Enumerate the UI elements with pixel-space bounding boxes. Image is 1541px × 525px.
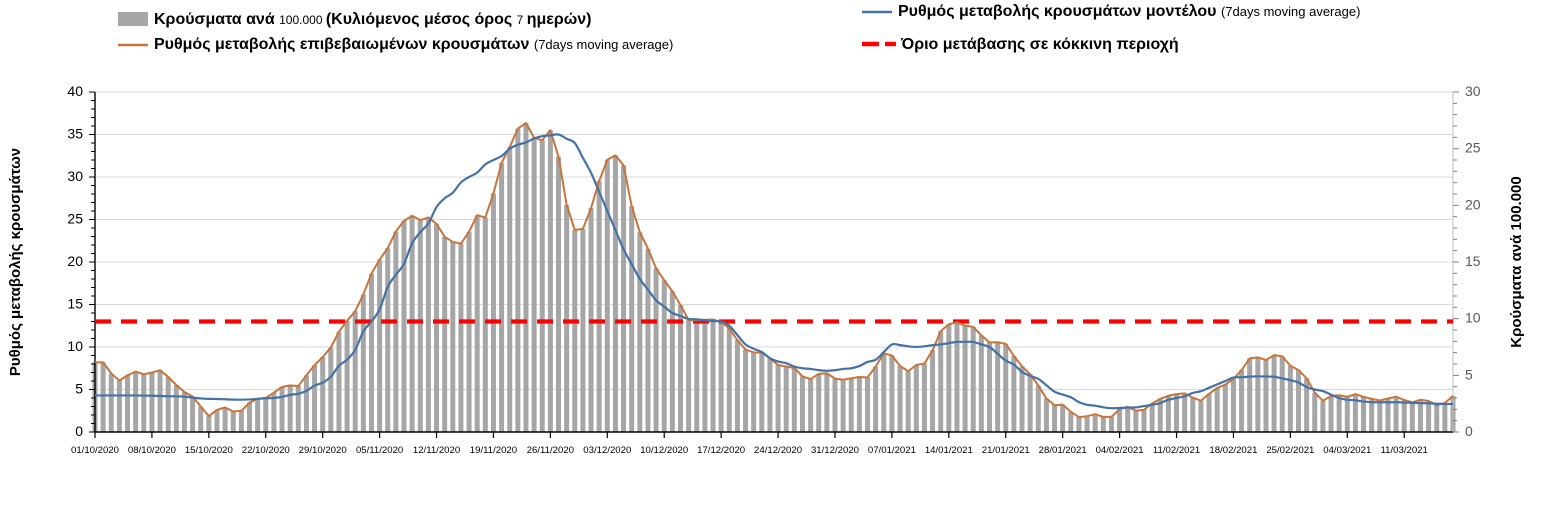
svg-text:Όριο μετάβασης σε κόκκινη περι: Όριο μετάβασης σε κόκκινη περιοχή	[900, 36, 1179, 53]
svg-text:30: 30	[1465, 83, 1481, 99]
svg-text:Κρούσματα ανά 100.000 (Κυλιόμε: Κρούσματα ανά 100.000 (Κυλιόμενος μέσος …	[154, 11, 591, 28]
svg-text:01/10/2020: 01/10/2020	[71, 445, 119, 456]
svg-text:15: 15	[1465, 253, 1481, 269]
svg-text:0: 0	[1465, 423, 1473, 439]
svg-text:07/01/2021: 07/01/2021	[868, 445, 916, 456]
svg-text:29/10/2020: 29/10/2020	[299, 445, 347, 456]
svg-text:0: 0	[75, 423, 83, 439]
svg-text:28/01/2021: 28/01/2021	[1039, 445, 1087, 456]
svg-text:19/11/2020: 19/11/2020	[470, 445, 517, 456]
svg-text:Ρυθμός μεταβολής κρουσμάτων: Ρυθμός μεταβολής κρουσμάτων	[7, 148, 24, 376]
svg-text:25: 25	[1465, 140, 1481, 156]
svg-text:10: 10	[1465, 310, 1481, 326]
svg-text:20: 20	[67, 253, 83, 269]
svg-text:15/10/2020: 15/10/2020	[185, 445, 233, 456]
svg-text:30: 30	[67, 168, 83, 184]
svg-text:11/03/2021: 11/03/2021	[1381, 445, 1428, 456]
svg-text:15: 15	[67, 296, 83, 312]
svg-text:22/10/2020: 22/10/2020	[242, 445, 290, 456]
svg-text:21/01/2021: 21/01/2021	[982, 445, 1030, 456]
svg-text:10: 10	[67, 338, 83, 354]
svg-text:03/12/2020: 03/12/2020	[583, 445, 631, 456]
svg-text:35: 35	[67, 126, 83, 142]
svg-text:17/12/2020: 17/12/2020	[697, 445, 745, 456]
svg-text:08/10/2020: 08/10/2020	[128, 445, 176, 456]
svg-text:Ρυθμός μεταβολής κρουσμάτων μο: Ρυθμός μεταβολής κρουσμάτων μοντέλου (7d…	[898, 3, 1360, 20]
svg-text:40: 40	[67, 83, 83, 99]
svg-text:10/12/2020: 10/12/2020	[640, 445, 688, 456]
svg-text:14/01/2021: 14/01/2021	[925, 445, 973, 456]
svg-text:26/11/2020: 26/11/2020	[527, 445, 574, 456]
svg-text:05/11/2020: 05/11/2020	[356, 445, 403, 456]
svg-text:12/11/2020: 12/11/2020	[413, 445, 460, 456]
svg-text:Κρούσματα ανά 100.000: Κρούσματα ανά 100.000	[1508, 176, 1525, 348]
svg-text:5: 5	[75, 381, 83, 397]
svg-text:5: 5	[1465, 366, 1473, 382]
svg-text:04/03/2021: 04/03/2021	[1323, 445, 1371, 456]
svg-text:20: 20	[1465, 196, 1481, 212]
svg-text:25: 25	[67, 211, 83, 227]
svg-text:24/12/2020: 24/12/2020	[754, 445, 802, 456]
svg-text:18/02/2021: 18/02/2021	[1209, 445, 1257, 456]
svg-text:04/02/2021: 04/02/2021	[1096, 445, 1144, 456]
svg-text:25/02/2021: 25/02/2021	[1266, 445, 1314, 456]
svg-text:Ρυθμός μεταβολής επιβεβαιωμένω: Ρυθμός μεταβολής επιβεβαιωμένων κρουσμάτ…	[154, 36, 673, 53]
svg-text:31/12/2020: 31/12/2020	[811, 445, 859, 456]
svg-text:11/02/2021: 11/02/2021	[1153, 445, 1200, 456]
